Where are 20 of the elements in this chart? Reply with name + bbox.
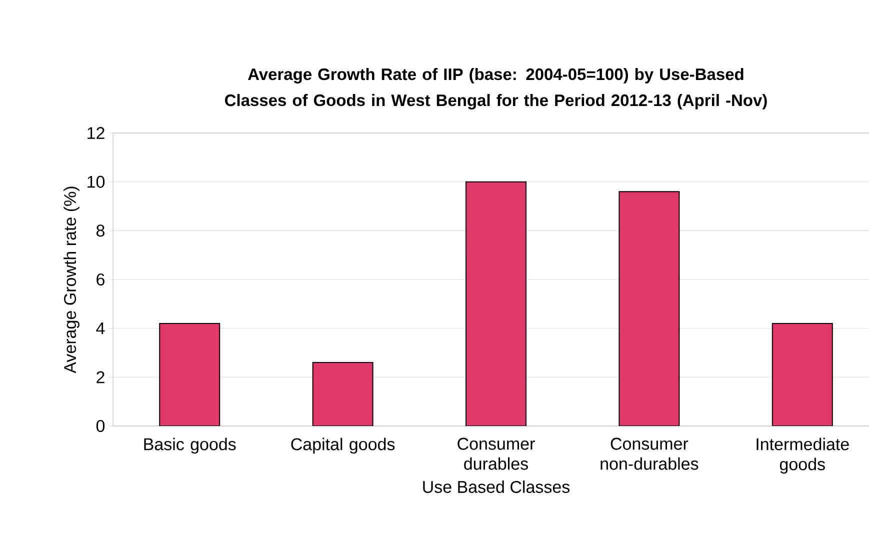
y-tick-label: 6 — [96, 273, 104, 286]
x-tick-label: Consumer non-durables — [600, 438, 698, 470]
bar — [159, 322, 220, 426]
x-axis-title: Use Based Classes — [423, 480, 570, 493]
chart-title: Average Growth Rate of IIP (base: 2004-05=100) by Use-Based Classes of Goods in West Bengal for the Period 2012-13 (April -Nov) — [224, 68, 767, 110]
x-tick-label: Capital goods — [291, 438, 395, 454]
bar — [772, 322, 833, 426]
y-tick-label: 2 — [96, 371, 104, 384]
y-tick-label: 4 — [96, 322, 105, 334]
x-tick-label: Basic goods — [144, 438, 236, 454]
bar — [618, 191, 680, 426]
y-axis-title: Average Growth rate (%) — [64, 186, 80, 374]
y-tick-label: 12 — [88, 127, 104, 139]
y-tick-label: 8 — [96, 224, 104, 237]
x-tick-label: Consumer durables — [458, 438, 535, 470]
x-tick-label: Intermediate goods — [756, 438, 849, 474]
bar — [466, 181, 527, 426]
y-tick-label: 0 — [96, 420, 105, 432]
y-tick-label: 10 — [88, 176, 105, 188]
bar — [312, 362, 374, 426]
